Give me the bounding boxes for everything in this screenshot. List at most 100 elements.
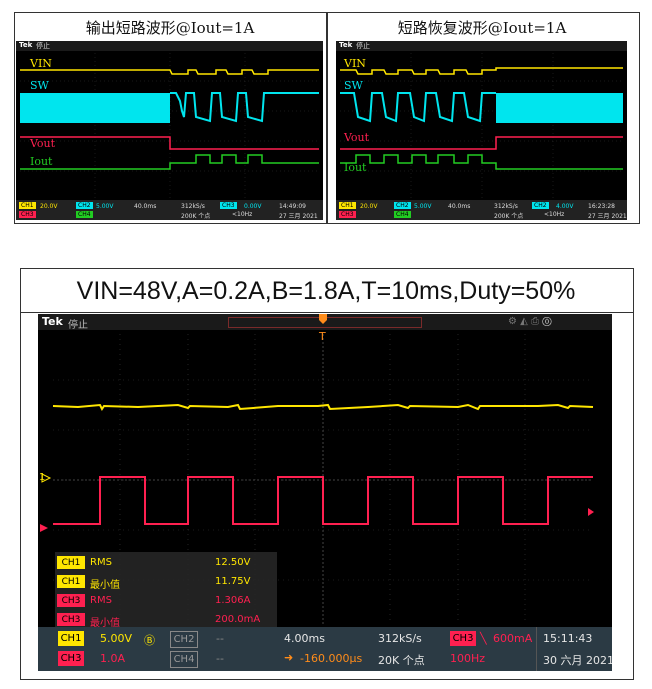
record-points: 200K 个点 — [494, 213, 524, 220]
bottom-title: VIN=48V,A=0.2A,B=1.8A,T=10ms,Duty=50% — [76, 276, 576, 305]
scope-bottom-bar: CH1 20.0V CH2 5.00V CH3 CH4 40.0ms 312kS… — [16, 200, 323, 220]
clock-date: 27 三月 2021 — [279, 213, 318, 220]
trigger-level[interactable]: 600mA — [493, 632, 533, 645]
timebase: 40.0ms — [134, 203, 157, 210]
vin-trace — [340, 67, 623, 75]
measurement-row[interactable]: CH1 最小值 11.75V — [57, 573, 275, 591]
sample-rate: 312kS/s — [378, 632, 422, 645]
delay-arrow-icon: ➜ — [284, 651, 294, 664]
brand-logo: Tek — [19, 41, 33, 49]
ch1-scale: 20.0V — [40, 203, 58, 210]
clock-date: 27 三月 2021 — [588, 213, 627, 220]
sw-pulses — [170, 92, 319, 123]
vin-trace — [20, 69, 319, 75]
ch2-value: -- — [216, 632, 224, 645]
ch1-badge[interactable]: CH1 — [19, 202, 36, 209]
run-state: 停止 — [36, 42, 50, 50]
ch2-button[interactable]: CH2 — [170, 631, 198, 648]
label-vin: VIN — [344, 57, 366, 70]
ch1-button[interactable]: CH1 — [58, 631, 84, 646]
label-sw: SW — [344, 79, 363, 92]
measurement-row[interactable]: CH3 RMS 1.306A — [57, 592, 275, 609]
ch1-scale: 5.00V — [100, 632, 133, 645]
bottom-frame — [20, 268, 634, 680]
vout-trace — [340, 136, 623, 150]
measurement-row[interactable]: CH1 RMS 12.50V — [57, 554, 275, 571]
label-iout: Iout — [30, 155, 53, 168]
clock-date: 30 六月 2021 — [543, 654, 612, 667]
trigger-level-arrow[interactable] — [588, 508, 594, 516]
trigger-t-glyph: T — [318, 330, 326, 343]
scope-bottom-bar: CH1 5.00V Ⓑ CH2 -- CH3 1.0A CH4 -- 4.00m… — [38, 627, 612, 671]
brand-logo: Tek — [42, 315, 63, 328]
clock-time: 16:23:28 — [588, 203, 615, 210]
ch3-level-marker[interactable] — [40, 524, 48, 532]
ch1-marker-label: 1 — [39, 472, 46, 483]
record-points: 20K 个点 — [378, 654, 425, 667]
ch1-scale: 20.0V — [360, 203, 378, 210]
label-vout: Vout — [30, 137, 56, 150]
sample-rate: 312kS/s — [494, 203, 518, 210]
ch1-level-marker[interactable] — [41, 473, 52, 483]
ch2-badge[interactable]: CH2 — [76, 202, 93, 209]
trigger-frequency: 100Hz — [450, 652, 486, 665]
top-left-scope: Tek 停止 VIN SW Vout Iout CH1 20.0V CH2 5.… — [16, 41, 323, 220]
record-points: 200K 个点 — [181, 213, 211, 220]
grid — [340, 53, 623, 199]
clock-divider — [536, 627, 537, 671]
sw-pulses — [340, 92, 496, 123]
ch3-badge[interactable]: CH3 — [339, 211, 356, 218]
top-left-title: 输出短路波形@Iout=1A — [85, 18, 255, 37]
ch3-trace — [53, 476, 593, 525]
timebase[interactable]: 4.00ms — [284, 632, 325, 645]
bottom-scope: Tek 停止 ⚙ ◭ ⎙ ⓪ T 1 CH1 RMS 12.50V CH1 最小… — [38, 314, 612, 671]
measurement-row[interactable]: CH3 最小值 200.0mA — [57, 611, 275, 629]
label-sw: SW — [30, 79, 49, 92]
run-state: 停止 — [68, 320, 88, 331]
timebase: 40.0ms — [448, 203, 471, 210]
ch3-button[interactable]: CH3 — [58, 651, 84, 666]
grid — [20, 53, 319, 199]
waveform-area: T — [40, 314, 594, 624]
trigger-freq: <10Hz — [544, 211, 565, 218]
label-vin: VIN — [30, 57, 52, 70]
scope-top-bar: Tek 停止 — [16, 41, 323, 51]
ch3-scale: 1.0A — [100, 652, 126, 665]
clock-time: 15:11:43 — [543, 632, 593, 645]
ch4-button[interactable]: CH4 — [170, 651, 198, 668]
scope-bottom-bar: CH1 20.0V CH2 5.00V CH3 CH4 40.0ms 312kS… — [336, 200, 627, 220]
delay-value[interactable]: -160.000µs — [300, 652, 363, 665]
scope-top-bar: Tek 停止 — [336, 41, 627, 51]
ch2-scale: 5.00V — [414, 203, 432, 210]
sw-trace — [20, 93, 170, 123]
iout-trace — [340, 154, 623, 170]
top-right-controls[interactable]: ⚙ ◭ ⎙ ⓪ — [508, 316, 552, 327]
ch2-scale: 5.00V — [96, 203, 114, 210]
ch4-badge[interactable]: CH4 — [394, 211, 411, 218]
top-right-frame — [326, 12, 640, 224]
iout-trace — [20, 154, 319, 170]
trigger-position-marker[interactable] — [319, 314, 327, 324]
bottom-title-divider — [20, 312, 633, 313]
trigger-level: 4.00V — [556, 203, 574, 210]
trigger-badge[interactable]: CH2 — [532, 202, 549, 209]
ch2-badge[interactable]: CH2 — [394, 202, 411, 209]
brand-logo: Tek — [339, 41, 353, 49]
ch3-badge[interactable]: CH3 — [19, 211, 36, 218]
top-right-scope: Tek 停止 VIN SW Vout Iout CH1 20.0V CH2 5.… — [336, 41, 627, 220]
top-right-title: 短路恢复波形@Iout=1A — [397, 18, 567, 37]
ch1-bandwidth-icon: Ⓑ — [144, 634, 155, 647]
trigger-badge[interactable]: CH3 — [220, 202, 237, 209]
ch1-trace — [52, 403, 594, 411]
measurement-panel: CH1 RMS 12.50V CH1 最小值 11.75V CH3 RMS 1.… — [55, 552, 277, 630]
trigger-freq: <10Hz — [232, 211, 253, 218]
vout-trace — [20, 136, 319, 150]
waveform-area — [20, 53, 319, 199]
ch1-badge[interactable]: CH1 — [339, 202, 356, 209]
ch4-value: -- — [216, 652, 224, 665]
trigger-level: 0.00V — [244, 203, 262, 210]
label-vout: Vout — [344, 131, 370, 144]
sw-trace — [496, 93, 623, 123]
ch4-badge[interactable]: CH4 — [76, 211, 93, 218]
trigger-source-button[interactable]: CH3 — [450, 631, 476, 646]
